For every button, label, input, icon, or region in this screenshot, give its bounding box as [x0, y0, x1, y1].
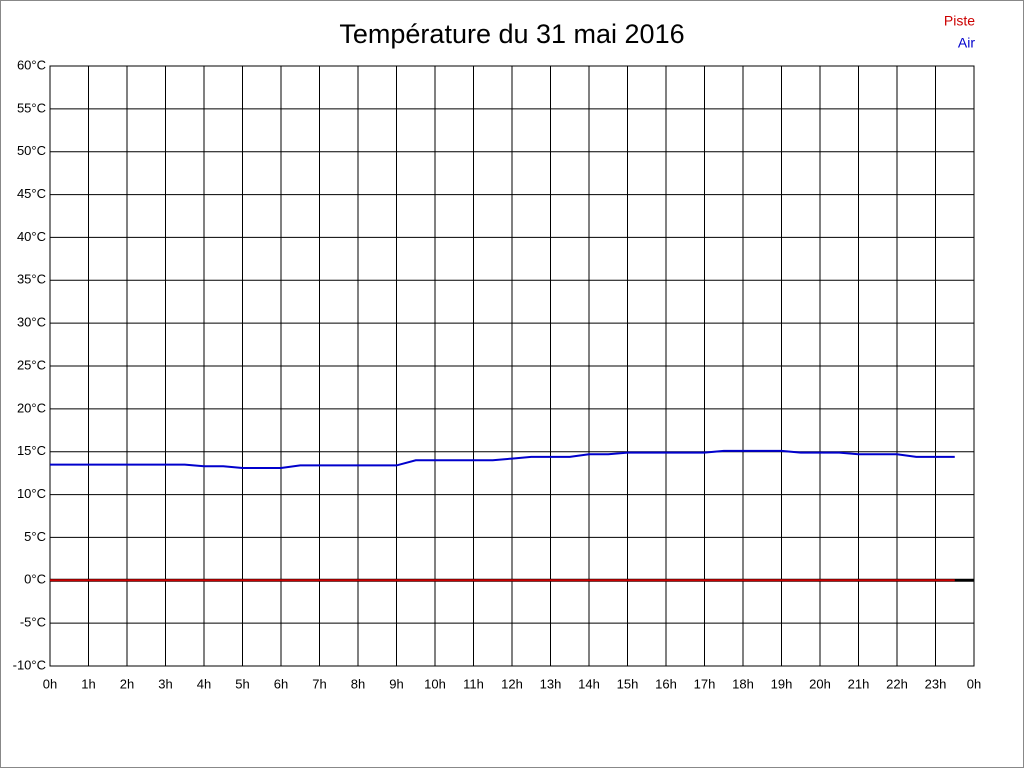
- x-tick-label: 10h: [424, 676, 446, 691]
- y-tick-label: 15°C: [17, 443, 46, 458]
- x-tick-label: 17h: [694, 676, 716, 691]
- x-tick-label: 19h: [771, 676, 793, 691]
- x-tick-label: 0h: [967, 676, 981, 691]
- x-tick-label: 18h: [732, 676, 754, 691]
- legend-entry: Piste: [944, 13, 975, 29]
- x-tick-label: 23h: [925, 676, 947, 691]
- y-tick-label: 5°C: [24, 529, 46, 544]
- x-tick-label: 0h: [43, 676, 57, 691]
- x-tick-label: 5h: [235, 676, 249, 691]
- line-series: [50, 449, 955, 469]
- x-tick-label: 14h: [578, 676, 600, 691]
- x-tick-label: 4h: [197, 676, 211, 691]
- y-tick-label: 20°C: [17, 400, 46, 415]
- x-tick-label: 13h: [540, 676, 562, 691]
- y-tick-label: 35°C: [17, 272, 46, 287]
- x-tick-label: 3h: [158, 676, 172, 691]
- chart-title: Température du 31 mai 2016: [339, 19, 684, 49]
- y-tick-label: 0°C: [24, 572, 46, 587]
- x-tick-label: 15h: [617, 676, 639, 691]
- x-tick-label: 11h: [463, 676, 484, 691]
- x-tick-label: 6h: [274, 676, 288, 691]
- legend-entry: Air: [958, 35, 975, 51]
- y-tick-label: 55°C: [17, 100, 46, 115]
- y-tick-label: 60°C: [17, 57, 46, 72]
- y-tick-label: -5°C: [20, 615, 46, 630]
- x-tick-label: 8h: [351, 676, 365, 691]
- y-tick-label: -10°C: [13, 657, 46, 672]
- y-tick-label: 30°C: [17, 315, 46, 330]
- x-tick-label: 12h: [501, 676, 523, 691]
- x-tick-label: 21h: [848, 676, 870, 691]
- x-tick-label: 16h: [655, 676, 677, 691]
- y-tick-label: 50°C: [17, 143, 46, 158]
- x-tick-label: 20h: [809, 676, 831, 691]
- y-tick-label: 25°C: [17, 357, 46, 372]
- x-tick-label: 2h: [120, 676, 134, 691]
- y-tick-label: 40°C: [17, 229, 46, 244]
- y-tick-label: 45°C: [17, 186, 46, 201]
- y-tick-label: 10°C: [17, 486, 46, 501]
- x-tick-label: 9h: [389, 676, 403, 691]
- x-tick-label: 22h: [886, 676, 908, 691]
- x-tick-label: 1h: [81, 676, 95, 691]
- x-tick-label: 7h: [312, 676, 326, 691]
